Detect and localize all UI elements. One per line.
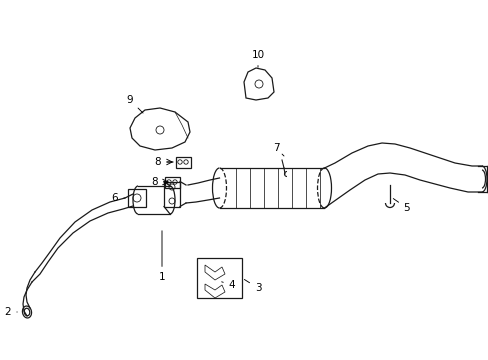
Text: 6: 6 [111, 193, 125, 203]
Text: 7: 7 [272, 143, 284, 156]
Text: 8: 8 [151, 177, 167, 187]
Bar [197, 258, 242, 298]
Text: 8: 8 [154, 157, 173, 167]
Text: 5: 5 [392, 199, 409, 213]
Bar [163, 181, 180, 207]
Bar [128, 189, 146, 207]
Text: 4: 4 [221, 280, 235, 290]
Text: 10: 10 [251, 50, 264, 67]
Text: 1: 1 [159, 231, 165, 282]
Text: 3: 3 [244, 279, 261, 293]
Bar [175, 157, 190, 167]
Text: 2: 2 [5, 307, 17, 317]
Bar [164, 176, 179, 188]
Text: 9: 9 [126, 95, 143, 113]
